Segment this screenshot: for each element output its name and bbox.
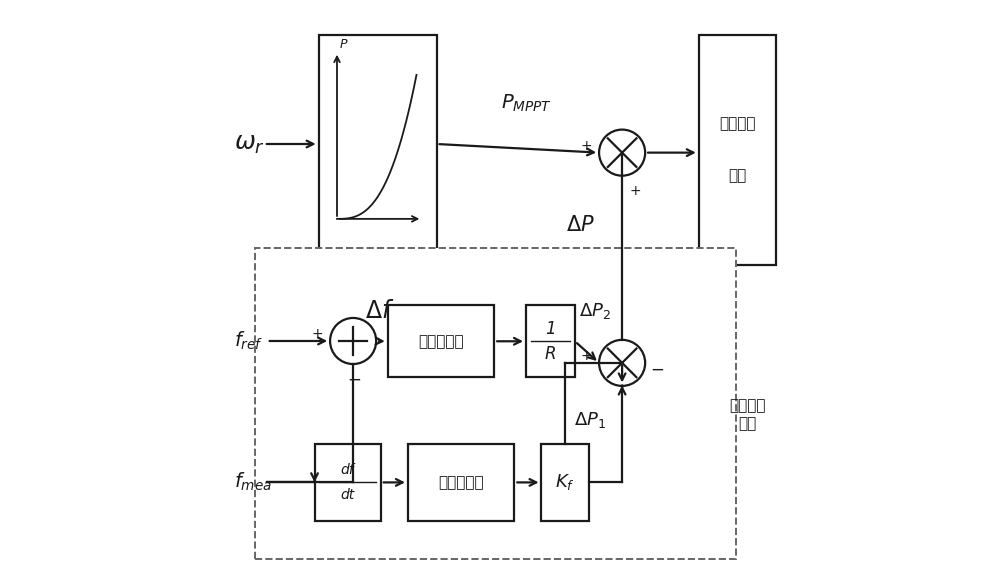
Text: $\Delta P$: $\Delta P$ xyxy=(566,215,595,234)
Bar xyxy=(408,444,514,521)
Text: 1: 1 xyxy=(545,320,556,338)
Bar xyxy=(319,35,437,253)
Text: R: R xyxy=(545,345,556,363)
Bar xyxy=(541,444,589,521)
Bar xyxy=(388,305,494,377)
Text: 低通滤波器: 低通滤波器 xyxy=(438,475,484,490)
Text: 流器: 流器 xyxy=(728,168,747,183)
Text: +: + xyxy=(312,327,323,341)
Text: $f_{mea}$: $f_{mea}$ xyxy=(234,471,272,493)
Text: df: df xyxy=(341,463,354,477)
Text: $\omega_r$: $\omega_r$ xyxy=(234,132,265,156)
Bar xyxy=(699,35,776,265)
Text: 转子侧变: 转子侧变 xyxy=(719,116,756,131)
Bar xyxy=(315,444,381,521)
Text: $P_{MPPT}$: $P_{MPPT}$ xyxy=(501,93,552,114)
Text: +: + xyxy=(629,184,641,198)
Text: $\Delta f$: $\Delta f$ xyxy=(365,299,394,323)
Text: 高通滤波器: 高通滤波器 xyxy=(418,334,464,349)
Text: −: − xyxy=(650,361,664,379)
Text: 模拟惯性
控制: 模拟惯性 控制 xyxy=(729,399,766,431)
Circle shape xyxy=(330,318,376,364)
Text: −: − xyxy=(347,371,361,389)
Text: P: P xyxy=(340,37,347,51)
Text: $f_{ref}$: $f_{ref}$ xyxy=(234,330,263,352)
Bar xyxy=(526,305,575,377)
Circle shape xyxy=(599,340,645,386)
Bar xyxy=(255,248,736,559)
Text: $\Delta P_1$: $\Delta P_1$ xyxy=(574,411,606,430)
Text: dt: dt xyxy=(341,488,355,502)
Text: +: + xyxy=(581,349,592,363)
Circle shape xyxy=(599,130,645,176)
Text: $\Delta P_2$: $\Delta P_2$ xyxy=(579,301,611,321)
Text: +: + xyxy=(581,139,592,153)
Text: $K_f$: $K_f$ xyxy=(555,472,575,492)
